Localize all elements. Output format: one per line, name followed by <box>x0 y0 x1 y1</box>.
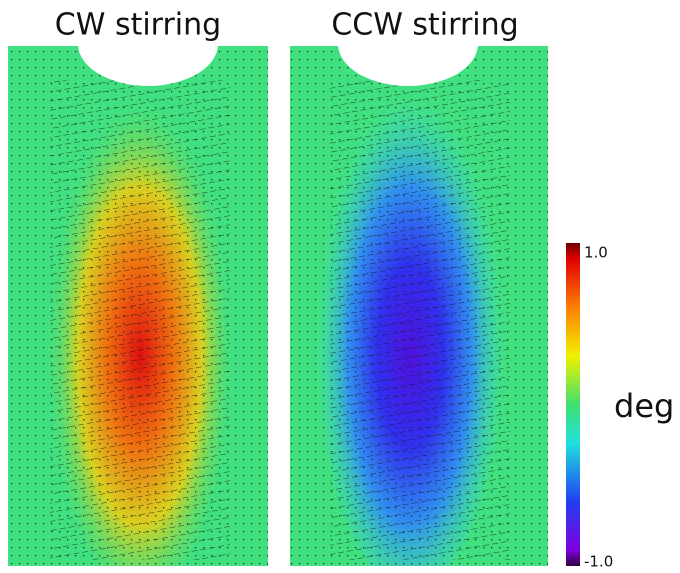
colorbar-max: 1.0 <box>584 244 608 262</box>
colorbar-min: -1.0 <box>584 553 613 571</box>
panel-ccw <box>290 46 548 566</box>
colorbar <box>566 243 580 566</box>
panel-title: CW stirring <box>55 8 221 43</box>
panel-title: CCW stirring <box>331 8 518 43</box>
colorbar-unit: deg <box>614 387 674 425</box>
panel-cw <box>8 46 268 566</box>
